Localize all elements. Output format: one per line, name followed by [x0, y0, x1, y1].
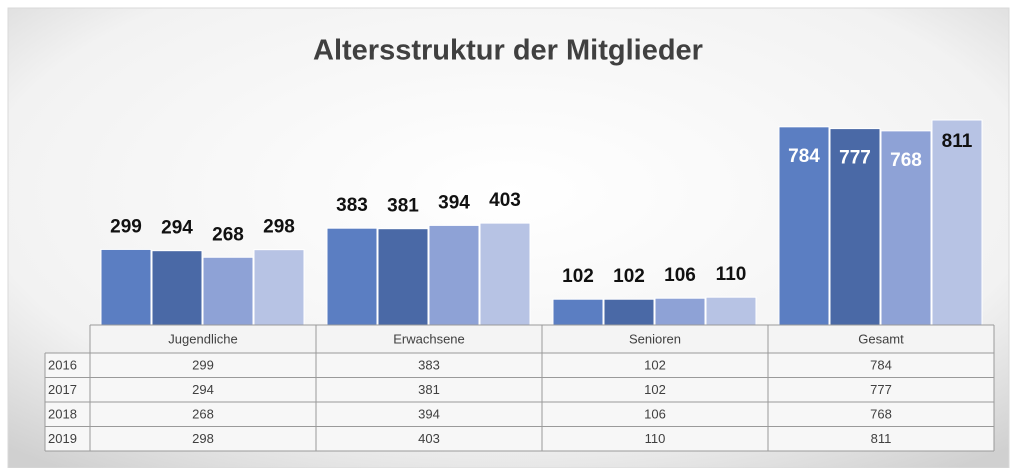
- bar: [151, 250, 203, 326]
- data-label: 784: [788, 146, 820, 167]
- table-cell: 403: [418, 431, 440, 446]
- table-cell: 268: [192, 407, 214, 422]
- bar: [479, 222, 531, 326]
- data-label: 381: [387, 196, 419, 217]
- table-cell: 110: [645, 431, 666, 446]
- legend-label: 2019: [48, 431, 77, 446]
- table-cell: 294: [192, 382, 214, 397]
- data-label: 777: [839, 148, 871, 169]
- data-label: 299: [110, 216, 142, 237]
- data-label: 403: [489, 190, 521, 211]
- legend-label: 2016: [48, 358, 77, 373]
- data-label: 102: [562, 266, 594, 287]
- legend-label: 2017: [48, 382, 77, 397]
- table-cell: 299: [192, 358, 214, 373]
- data-label: 383: [336, 195, 368, 216]
- bar: [202, 256, 254, 326]
- table-cell: 102: [644, 382, 666, 397]
- bar: [705, 296, 757, 326]
- data-label: 106: [664, 265, 696, 286]
- table-cell: 383: [418, 358, 440, 373]
- bar: [778, 126, 830, 326]
- chart-title: Altersstruktur der Mitglieder: [313, 35, 703, 67]
- table-cell: 768: [870, 407, 892, 422]
- bar: [253, 249, 305, 326]
- x-category-label: Senioren: [629, 331, 681, 346]
- legend-label: 2018: [48, 407, 77, 422]
- table-cell: 811: [871, 431, 892, 446]
- bar: [880, 130, 932, 326]
- data-label: 298: [263, 217, 295, 238]
- x-category-label: Jugendliche: [168, 331, 237, 346]
- table-cell: 298: [192, 431, 214, 446]
- data-label: 811: [942, 131, 973, 152]
- bar: [326, 227, 378, 326]
- table-cell: 381: [418, 382, 440, 397]
- data-label: 394: [438, 192, 470, 213]
- bar: [931, 119, 983, 326]
- bar: [428, 224, 480, 326]
- table-cell: 102: [644, 358, 666, 373]
- data-label: 110: [716, 264, 747, 285]
- bar: [654, 297, 706, 326]
- data-label: 102: [613, 266, 645, 287]
- table-cell: 777: [870, 382, 892, 397]
- data-label: 768: [890, 150, 922, 171]
- bar: [377, 228, 429, 326]
- table-cell: 106: [644, 407, 666, 422]
- data-label: 268: [212, 224, 244, 245]
- bar: [552, 298, 604, 326]
- bar: [100, 248, 152, 326]
- data-label: 294: [161, 218, 193, 239]
- table-cell: 394: [418, 407, 440, 422]
- table-cell: 784: [870, 358, 892, 373]
- x-category-label: Erwachsene: [393, 331, 465, 346]
- x-category-label: Gesamt: [858, 331, 904, 346]
- bar: [603, 298, 655, 326]
